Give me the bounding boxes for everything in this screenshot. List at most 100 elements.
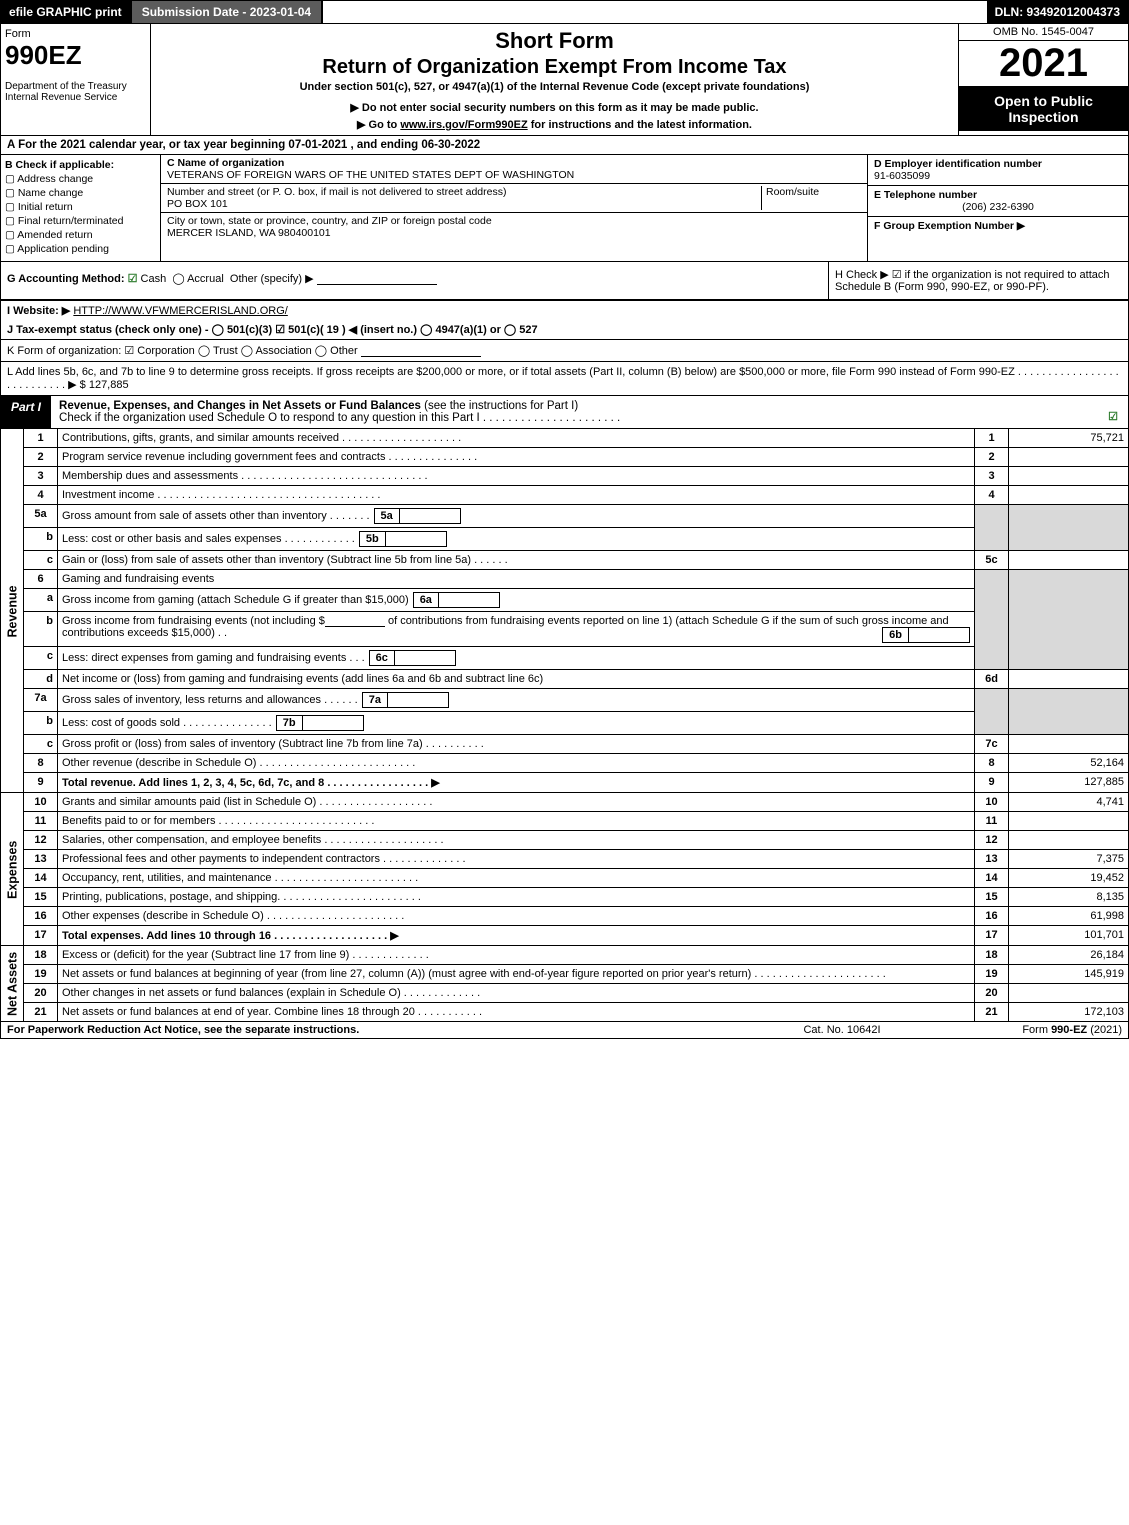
line-10-desc: Grants and similar amounts paid (list in…: [58, 793, 975, 812]
g-accrual: Accrual: [187, 273, 224, 285]
top-bar-spacer: [323, 1, 986, 23]
website-link[interactable]: HTTP://WWW.VFWMERCERISLAND.ORG/: [73, 305, 288, 317]
line-12-box: 12: [975, 831, 1009, 850]
c-street-cell: Number and street (or P. O. box, if mail…: [161, 184, 867, 213]
line-10-num: 10: [24, 793, 58, 812]
line-2-desc: Program service revenue including govern…: [58, 448, 975, 467]
col-b-checkboxes: B Check if applicable: ▢ Address change …: [1, 155, 161, 261]
chk-application-pending[interactable]: ▢ Application pending: [5, 243, 156, 255]
chk-final-return[interactable]: ▢ Final return/terminated: [5, 215, 156, 227]
ein-value: 91-6035099: [874, 170, 930, 182]
goto-instructions: ▶ Go to www.irs.gov/Form990EZ for instru…: [155, 118, 954, 131]
submission-date-button[interactable]: Submission Date - 2023-01-04: [130, 1, 323, 23]
omb-number: OMB No. 1545-0047: [959, 24, 1128, 41]
line-2-num: 2: [24, 448, 58, 467]
line-7a-innerbox: 7a: [362, 692, 449, 708]
line-12-num: 12: [24, 831, 58, 850]
j-text: J Tax-exempt status (check only one) - ◯…: [7, 324, 538, 336]
line-5c-num: c: [24, 551, 58, 570]
col-h: H Check ▶ ☑ if the organization is not r…: [828, 262, 1128, 299]
line-6: 6 Gaming and fundraising events: [1, 570, 1129, 589]
line-9-desc: Total revenue. Add lines 1, 2, 3, 4, 5c,…: [58, 773, 975, 793]
dln-label: DLN: 93492012004373: [987, 1, 1128, 23]
line-5a: 5a Gross amount from sale of assets othe…: [1, 505, 1129, 528]
l-text: L Add lines 5b, 6c, and 7b to line 9 to …: [7, 366, 1119, 391]
chk-amended-return[interactable]: ▢ Amended return: [5, 229, 156, 241]
line-6d: d Net income or (loss) from gaming and f…: [1, 670, 1129, 689]
efile-print-button[interactable]: efile GRAPHIC print: [1, 1, 130, 23]
line-6a-text: Gross income from gaming (attach Schedul…: [62, 594, 409, 606]
part-i-check-line: Check if the organization used Schedule …: [59, 412, 620, 424]
h-text: H Check ▶ ☑ if the organization is not r…: [835, 269, 1110, 293]
tax-year: 2021: [959, 41, 1128, 87]
top-bar: efile GRAPHIC print Submission Date - 20…: [0, 0, 1129, 24]
line-21-desc: Net assets or fund balances at end of ye…: [58, 1003, 975, 1022]
goto-post: for instructions and the latest informat…: [528, 119, 752, 131]
line-6b-ibox: 6b: [883, 628, 909, 642]
line-18-desc: Excess or (deficit) for the year (Subtra…: [58, 946, 975, 965]
line-18-box: 18: [975, 946, 1009, 965]
line-10-amt: 4,741: [1009, 793, 1129, 812]
line-19-desc: Net assets or fund balances at beginning…: [58, 965, 975, 984]
line-6b-pre: Gross income from fundraising events (no…: [62, 615, 325, 627]
line-13-box: 13: [975, 850, 1009, 869]
part-i-schedule-o-check[interactable]: ☑: [1098, 396, 1128, 428]
form-header: Form 990EZ Department of the Treasury In…: [0, 24, 1129, 136]
cat-no: Cat. No. 10642I: [742, 1024, 942, 1036]
col-c-org-info: C Name of organization VETERANS OF FOREI…: [161, 155, 868, 261]
chk-initial-return-label: Initial return: [18, 201, 73, 213]
line-3-num: 3: [24, 467, 58, 486]
line-11-desc: Benefits paid to or for members . . . . …: [58, 812, 975, 831]
chk-name-change[interactable]: ▢ Name change: [5, 187, 156, 199]
part-i-table: Revenue 1 Contributions, gifts, grants, …: [0, 429, 1129, 1022]
g-other-blank[interactable]: [317, 273, 437, 285]
line-6b-blank[interactable]: [325, 615, 385, 627]
line-6c-ival: [395, 651, 455, 665]
line-6b-ival: [909, 628, 969, 642]
line-7b-text: Less: cost of goods sold . . . . . . . .…: [62, 717, 272, 729]
line-6c-innerbox: 6c: [369, 650, 456, 666]
line-17-num: 17: [24, 926, 58, 946]
row-j-tax-exempt: J Tax-exempt status (check only one) - ◯…: [0, 320, 1129, 340]
row-k-form-org: K Form of organization: ☑ Corporation ◯ …: [0, 340, 1129, 362]
dept-treasury: Department of the Treasury Internal Reve…: [5, 81, 146, 103]
line-5b-text: Less: cost or other basis and sales expe…: [62, 533, 355, 545]
line-7a-ibox: 7a: [363, 693, 388, 707]
g-cash-check[interactable]: ☑: [128, 273, 138, 285]
d-ein-cell: D Employer identification number 91-6035…: [868, 155, 1128, 186]
k-other-blank[interactable]: [361, 345, 481, 357]
k-text: K Form of organization: ☑ Corporation ◯ …: [7, 345, 358, 357]
line-12: 12 Salaries, other compensation, and emp…: [1, 831, 1129, 850]
line-3-box: 3: [975, 467, 1009, 486]
line-7ab-shade-box: [975, 689, 1009, 735]
line-20-box: 20: [975, 984, 1009, 1003]
line-4-desc: Investment income . . . . . . . . . . . …: [58, 486, 975, 505]
line-8-amt: 52,164: [1009, 754, 1129, 773]
e-phone-cell: E Telephone number (206) 232-6390: [868, 186, 1128, 217]
line-6-num: 6: [24, 570, 58, 589]
line-7c-num: c: [24, 735, 58, 754]
line-12-amt: [1009, 831, 1129, 850]
header-center: Short Form Return of Organization Exempt…: [151, 24, 958, 135]
line-20: 20 Other changes in net assets or fund b…: [1, 984, 1129, 1003]
d-ein-label: D Employer identification number: [874, 158, 1042, 170]
org-name: VETERANS OF FOREIGN WARS OF THE UNITED S…: [167, 169, 574, 181]
irs-link[interactable]: www.irs.gov/Form990EZ: [400, 119, 527, 131]
chk-address-change-label: Address change: [17, 173, 93, 185]
line-8-desc: Other revenue (describe in Schedule O) .…: [58, 754, 975, 773]
line-16-desc: Other expenses (describe in Schedule O) …: [58, 907, 975, 926]
line-2-amt: [1009, 448, 1129, 467]
line-7b-ival: [303, 716, 363, 730]
line-5a-desc: Gross amount from sale of assets other t…: [58, 505, 975, 528]
line-5c-desc: Gain or (loss) from sale of assets other…: [58, 551, 975, 570]
line-1-box: 1: [975, 429, 1009, 448]
line-6a-desc: Gross income from gaming (attach Schedul…: [58, 589, 975, 612]
line-7c-desc: Gross profit or (loss) from sales of inv…: [58, 735, 975, 754]
line-19-amt: 145,919: [1009, 965, 1129, 984]
chk-initial-return[interactable]: ▢ Initial return: [5, 201, 156, 213]
room-suite-label: Room/suite: [766, 186, 819, 198]
line-6a-innerbox: 6a: [413, 592, 500, 608]
line-17-text: Total expenses. Add lines 10 through 16 …: [62, 930, 399, 942]
chk-address-change[interactable]: ▢ Address change: [5, 173, 156, 185]
line-5b-ival: [386, 532, 446, 546]
